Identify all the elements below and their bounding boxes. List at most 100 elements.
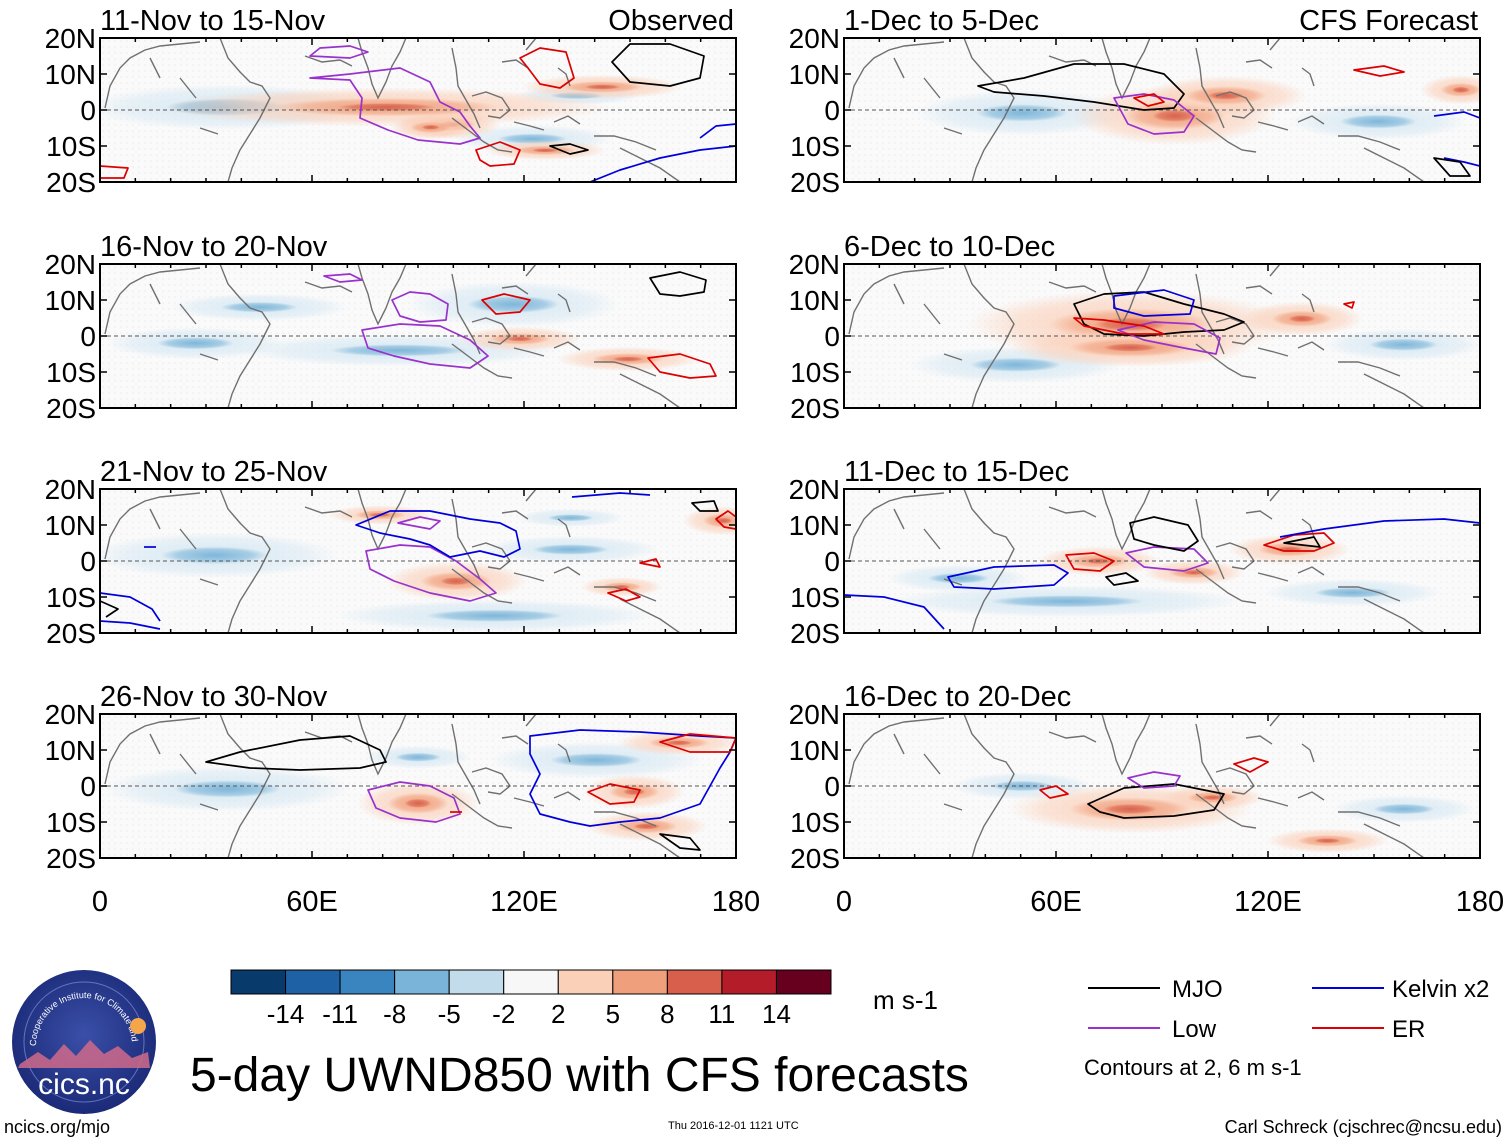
coastline — [501, 59, 529, 69]
coastline — [1215, 767, 1255, 795]
kel-contour — [1113, 289, 1195, 317]
westerly-anomaly-core — [584, 84, 621, 90]
kel-contour — [571, 492, 651, 498]
er-contour — [1133, 93, 1165, 107]
x-tick-label: 120E — [490, 886, 558, 918]
easterly-anomaly-core — [157, 337, 234, 350]
low-contour — [309, 45, 369, 59]
er-contour — [647, 353, 717, 379]
easterly-anomaly-core — [547, 514, 594, 522]
er-contour — [519, 47, 575, 89]
westerly-anomaly-core — [1288, 315, 1316, 323]
footer-credit: Carl Schreck (cjschrec@ncsu.edu) — [1224, 1117, 1502, 1137]
colorbar-label: 2 — [551, 999, 565, 1029]
y-tick-label: 20S — [46, 618, 96, 649]
coastline — [1363, 147, 1425, 182]
easterly-anomaly-core — [550, 753, 642, 767]
er-contour — [1073, 317, 1165, 335]
map-field — [844, 38, 1480, 182]
mjo-contour — [611, 43, 705, 87]
coastline — [513, 797, 545, 807]
mjo-contour — [1129, 516, 1199, 552]
coastline — [1245, 59, 1273, 69]
colorbar-label: -8 — [383, 999, 406, 1029]
x-tick-label: 60E — [286, 886, 338, 918]
coastline — [848, 267, 945, 335]
easterly-anomaly-core — [532, 544, 609, 555]
coastline — [893, 283, 963, 361]
panel-period-label: 1-Dec to 5-Dec — [844, 5, 1039, 37]
coastline — [893, 733, 963, 811]
y-tick-label: 20N — [45, 474, 96, 505]
contour-legend: MJO Kelvin x2 Low ER Contours at 2, 6 m … — [1084, 976, 1489, 1080]
coastline — [1363, 598, 1425, 633]
er-contour — [715, 510, 736, 530]
y-tick-label: 0 — [824, 771, 840, 802]
y-tick-label: 20S — [46, 393, 96, 424]
er-contour — [639, 558, 661, 568]
y-tick-label: 0 — [80, 321, 96, 352]
map-field — [844, 264, 1480, 408]
y-tick-label: 10S — [790, 582, 840, 613]
coastline — [1195, 568, 1257, 604]
coastline — [1245, 510, 1273, 520]
coastline — [1215, 317, 1255, 345]
westerly-anomaly-core — [1201, 795, 1225, 801]
y-tick-label: 20N — [789, 474, 840, 505]
y-tick-label: 10S — [46, 357, 96, 388]
coastline — [1048, 731, 1097, 743]
coastline — [304, 506, 353, 518]
y-tick-label: 10N — [789, 285, 840, 316]
er-contour — [1065, 552, 1115, 572]
coastline — [1195, 47, 1225, 129]
easterly-anomaly-core — [990, 595, 1143, 608]
x-tick-label: 180 — [712, 886, 760, 918]
coastline — [1048, 281, 1097, 293]
coastline — [513, 347, 545, 357]
colorbar-swatch — [448, 969, 505, 995]
low-contour — [397, 516, 441, 530]
coastline — [1048, 55, 1097, 67]
x-tick-label: 0 — [92, 886, 108, 918]
y-tick-label: 10N — [45, 285, 96, 316]
footer-website[interactable]: ncics.org/mjo — [4, 1117, 111, 1137]
colorbar-label: -14 — [267, 999, 305, 1029]
colorbar-swatch — [721, 969, 777, 995]
coastline — [451, 568, 513, 604]
coastline — [451, 273, 481, 355]
er-contour — [659, 733, 736, 753]
coastline — [1301, 293, 1315, 313]
westerly-anomaly-core — [337, 103, 436, 112]
coastline — [619, 373, 681, 408]
y-tick-label: 10N — [45, 59, 96, 90]
coastline — [513, 121, 545, 131]
panel-period-label: 21-Nov to 25-Nov — [100, 456, 328, 488]
coastline — [304, 55, 353, 67]
coastline — [1297, 566, 1325, 576]
y-tick-label: 10N — [789, 59, 840, 90]
mjo-contour — [100, 600, 119, 618]
coastline — [1101, 264, 1151, 326]
map-panel-1-1: 20N 10N 0 10S 20S 6-Dec to 10-Dec — [789, 231, 1481, 424]
easterly-anomaly-core — [467, 295, 560, 313]
er-contour — [481, 293, 531, 315]
coastline — [1363, 823, 1425, 858]
y-tick-label: 0 — [824, 321, 840, 352]
coastline — [619, 823, 681, 858]
x-tick-label: 0 — [836, 886, 852, 918]
logo-disc — [12, 970, 156, 1114]
coastline — [553, 791, 581, 801]
low-contour — [367, 781, 461, 823]
colorbar-swatch — [557, 969, 614, 995]
coastline — [619, 598, 681, 633]
map-panel-0-1: 20N 10N 0 10S 20S 16-Nov to 20-Nov — [45, 231, 737, 424]
coastline — [357, 264, 407, 326]
coastline — [1215, 542, 1255, 570]
kel-contour — [589, 145, 736, 182]
easterly-anomaly-core — [927, 573, 990, 584]
coastline — [451, 723, 481, 805]
coastline — [513, 572, 545, 582]
coastline — [471, 91, 511, 119]
coastline — [304, 281, 353, 293]
coastline — [1301, 743, 1315, 763]
